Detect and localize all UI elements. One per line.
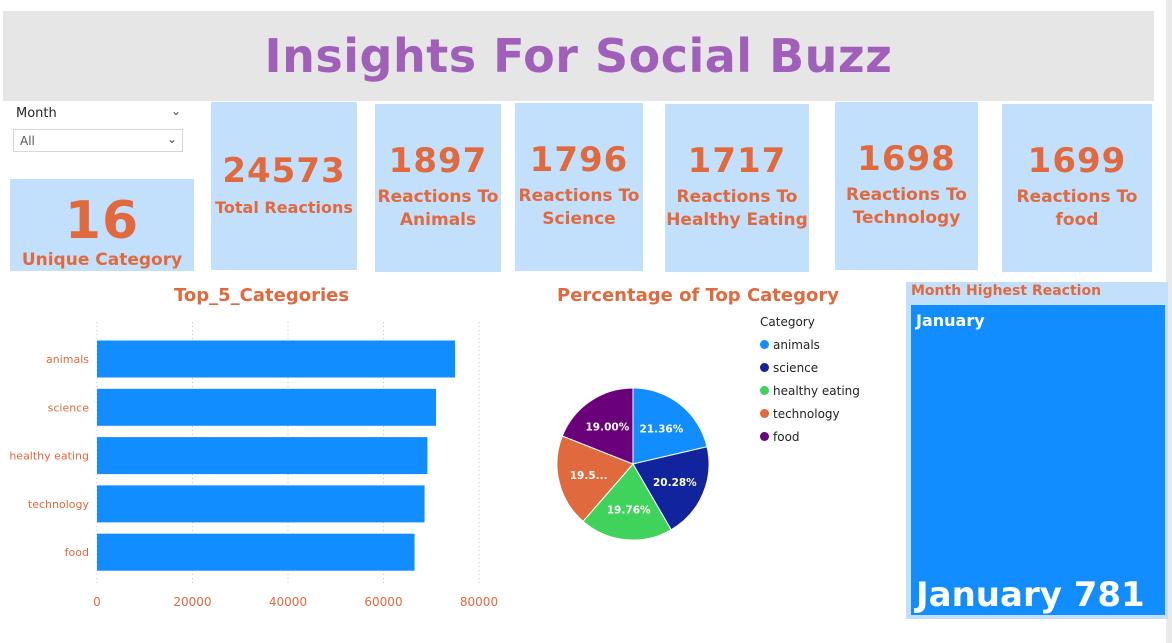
page-title: Insights For Social Buzz (264, 29, 893, 83)
legend-item[interactable]: animals (760, 333, 860, 356)
month-highest-reaction-panel: Month Highest Reaction January January 7… (906, 282, 1168, 619)
kpi-value: 16 (64, 191, 140, 251)
y-category-label: technology (28, 498, 90, 511)
kpi-value: 1717 (687, 141, 787, 181)
legend-item[interactable]: healthy eating (760, 379, 860, 402)
kpi-label-line2: Healthy Eating (666, 210, 808, 230)
kpi-science: 1796 Reactions To Science (515, 103, 643, 271)
kpi-label-line1: Reactions To (676, 187, 798, 207)
legend-item[interactable]: science (760, 356, 860, 379)
pie-slice[interactable] (632, 446, 710, 531)
x-tick-label: 60000 (364, 595, 402, 609)
legend-swatch (760, 386, 769, 395)
y-category-label: animals (46, 353, 89, 366)
kpi-healthy-eating: 1717 Reactions To Healthy Eating (665, 104, 809, 272)
legend-label: food (773, 429, 800, 444)
pie-data-label: 20.28% (653, 477, 697, 489)
legend-label: technology (773, 406, 840, 421)
page-scroll-edge (1166, 0, 1172, 643)
x-tick-label: 40000 (269, 595, 307, 609)
kpi-value: 1796 (529, 140, 629, 180)
kpi-label: Reactions To food (1017, 186, 1138, 232)
collapse-chevron-icon[interactable]: ⌄ (171, 104, 182, 118)
kpi-label-line2: food (1055, 210, 1099, 230)
kpi-label: Reactions To Healthy Eating (666, 186, 808, 232)
pie-data-label: 21.36% (639, 423, 683, 435)
pie-data-label: 19.5... (570, 470, 608, 482)
legend-label: healthy eating (773, 383, 860, 398)
pie-slice[interactable] (556, 435, 634, 523)
kpi-label-line1: Reactions To (1016, 187, 1138, 207)
month-slicer-label: Month (16, 106, 57, 121)
pie-chart[interactable]: 21.36% 20.28% 19.76% 19.5... 19.00% (550, 380, 720, 550)
x-tick-label: 0 (93, 595, 101, 609)
month-tile-label: January (916, 311, 985, 330)
pie-data-label: 19.00% (586, 421, 630, 433)
legend-label: science (773, 360, 819, 375)
bar[interactable] (97, 437, 428, 475)
legend-title: Category (760, 315, 815, 329)
y-category-label: healthy eating (9, 450, 89, 463)
kpi-value: 1897 (388, 141, 488, 181)
kpi-total-reactions: 24573 Total Reactions (211, 102, 357, 270)
month-tile-value: January 781 (916, 575, 1145, 615)
kpi-value: 1699 (1027, 141, 1127, 181)
pie-chart-title: Percentage of Top Category (557, 285, 839, 306)
kpi-food: 1699 Reactions To food (1002, 104, 1152, 272)
pie-slice[interactable] (561, 387, 634, 465)
kpi-label: Reactions To Science (519, 185, 640, 231)
legend-swatch (760, 340, 769, 349)
legend-swatch (760, 363, 769, 372)
legend-item[interactable]: technology (760, 402, 860, 425)
y-category-label: food (65, 546, 89, 559)
kpi-label-line1: Reactions To (518, 186, 640, 206)
kpi-unique-category: 16 Unique Category (10, 179, 194, 271)
kpi-value: 1698 (857, 139, 956, 179)
bar[interactable] (97, 388, 437, 426)
kpi-label: Total Reactions (215, 197, 353, 217)
legend-item[interactable]: food (760, 425, 860, 448)
month-dropdown[interactable]: All ⌄ (13, 129, 183, 152)
kpi-label: Reactions To Animals (378, 186, 499, 232)
pie-legend: Category animals science healthy eating … (760, 315, 860, 448)
kpi-label-line2: Animals (399, 210, 477, 230)
chevron-down-icon: ⌄ (166, 132, 177, 146)
bar[interactable] (97, 340, 456, 378)
x-tick-label: 80000 (460, 595, 498, 609)
kpi-value: 24573 (222, 150, 346, 191)
bar[interactable] (97, 533, 415, 571)
pie-slice[interactable] (582, 463, 672, 541)
month-dropdown-value: All (20, 134, 35, 148)
pie-slice[interactable] (632, 387, 708, 465)
kpi-label-line2: Science (542, 209, 616, 229)
kpi-animals: 1897 Reactions To Animals (375, 104, 501, 272)
kpi-label: Reactions To Technology (846, 184, 967, 230)
legend-swatch (760, 432, 769, 441)
legend-label: animals (773, 337, 820, 352)
bar[interactable] (97, 485, 425, 523)
y-category-label: science (48, 401, 90, 414)
month-panel-title: Month Highest Reaction (911, 283, 1102, 299)
x-tick-label: 20000 (173, 595, 211, 609)
kpi-label: Unique Category (21, 250, 183, 270)
bar-chart-title: Top_5_Categories (174, 285, 350, 306)
month-treemap-tile[interactable]: January January 781 (911, 305, 1165, 615)
kpi-label-line1: Reactions To (377, 187, 499, 207)
kpi-label-line1: Reactions To (846, 185, 967, 205)
title-bar: Insights For Social Buzz (3, 11, 1154, 101)
kpi-label-line2: Technology (852, 208, 961, 228)
legend-swatch (760, 409, 769, 418)
bar-chart[interactable]: 0 20000 40000 60000 80000 animals science healt… (0, 310, 520, 620)
pie-data-label: 19.76% (607, 504, 651, 516)
kpi-technology: 1698 Reactions To Technology (835, 102, 978, 270)
